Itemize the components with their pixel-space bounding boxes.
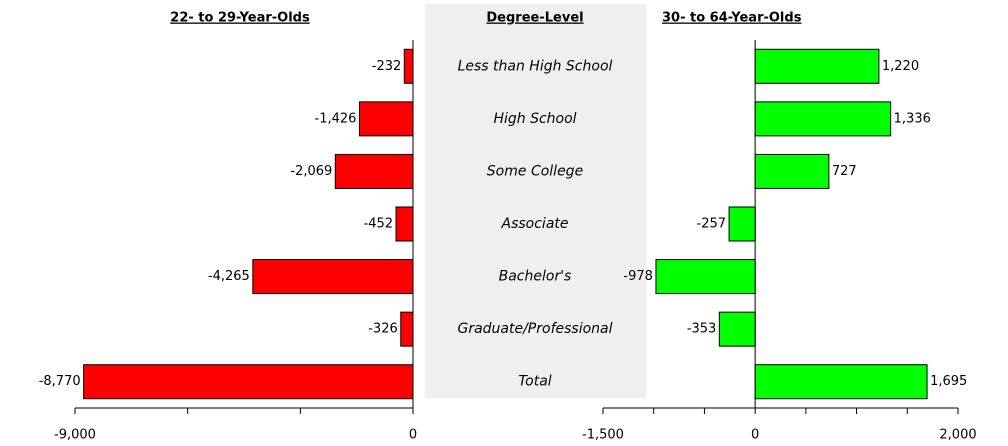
category-label: Total bbox=[518, 374, 551, 390]
value-label: -2,069 bbox=[290, 164, 332, 179]
bar bbox=[754, 153, 830, 189]
bar bbox=[334, 153, 414, 189]
value-label: -8,770 bbox=[39, 374, 81, 389]
category-label: Associate bbox=[501, 216, 569, 232]
category-label: Bachelor's bbox=[499, 269, 572, 285]
value-label: -978 bbox=[623, 269, 653, 284]
x-tick-label: -1,500 bbox=[582, 428, 624, 443]
value-label: -232 bbox=[372, 59, 402, 74]
category-label: Some College bbox=[487, 163, 583, 179]
bar bbox=[252, 259, 414, 295]
category-panel bbox=[425, 4, 646, 398]
x-tick-label: 0 bbox=[751, 428, 759, 443]
value-label: 727 bbox=[832, 164, 857, 179]
value-label: -452 bbox=[364, 217, 394, 232]
x-tick-label: -9,000 bbox=[54, 428, 96, 443]
value-label: 1,695 bbox=[930, 374, 967, 389]
x-tick-label: 2,000 bbox=[939, 428, 976, 443]
bar bbox=[754, 101, 892, 137]
value-label: 1,336 bbox=[894, 111, 931, 126]
value-label: -326 bbox=[368, 322, 398, 337]
bar bbox=[718, 311, 756, 347]
bar bbox=[754, 364, 928, 400]
bar bbox=[400, 311, 414, 347]
panel-title: Degree-Level bbox=[486, 11, 583, 26]
bar bbox=[655, 259, 756, 295]
bar bbox=[83, 364, 414, 400]
value-label: -257 bbox=[697, 217, 727, 232]
bar bbox=[403, 48, 414, 84]
value-label: -353 bbox=[687, 322, 717, 337]
chart-title: 22- to 29-Year-Olds bbox=[170, 11, 310, 26]
x-tick-label: 0 bbox=[409, 428, 417, 443]
value-label: -4,265 bbox=[208, 269, 250, 284]
bar bbox=[358, 101, 414, 137]
category-label: Graduate/Professional bbox=[457, 321, 612, 337]
bar bbox=[754, 48, 880, 84]
value-label: 1,220 bbox=[882, 59, 919, 74]
bar bbox=[728, 206, 756, 242]
bar bbox=[395, 206, 414, 242]
category-label: High School bbox=[493, 111, 576, 127]
chart-title: 30- to 64-Year-Olds bbox=[662, 11, 802, 26]
category-label: Less than High School bbox=[458, 58, 613, 74]
value-label: -1,426 bbox=[315, 111, 357, 126]
